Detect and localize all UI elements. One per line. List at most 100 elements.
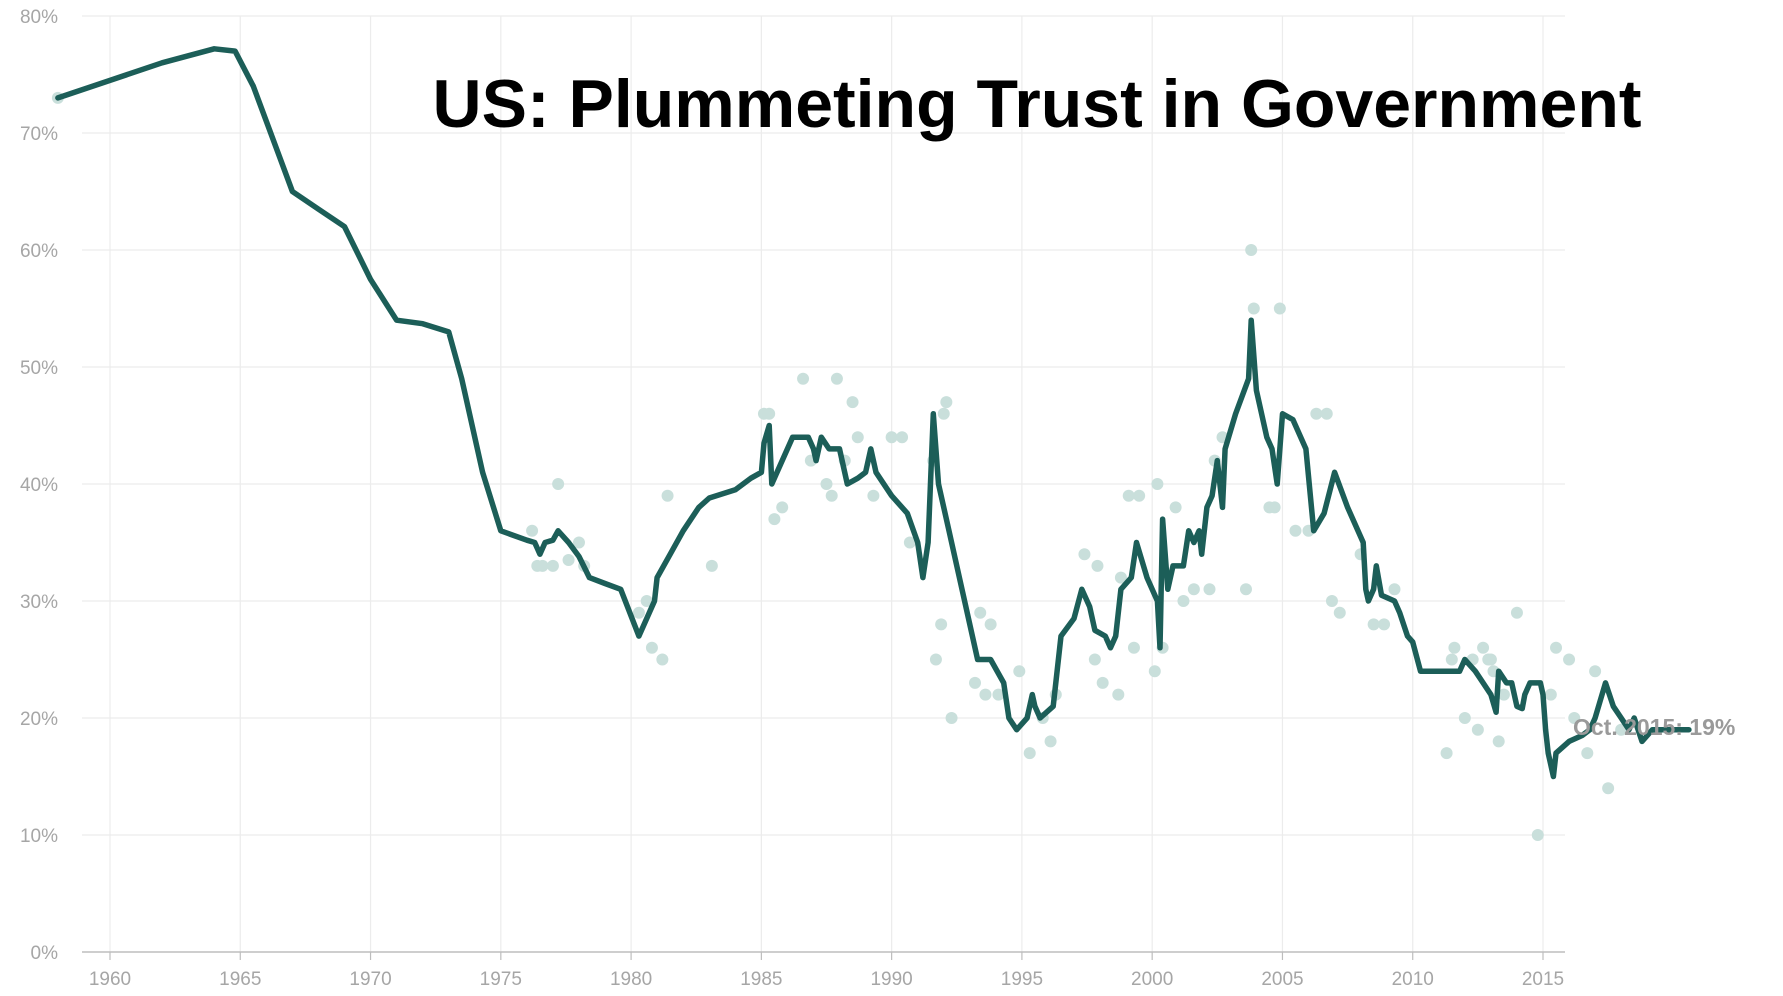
poll-point [640,595,653,607]
poll-point [1484,653,1497,666]
poll-point [1273,302,1286,315]
poll-point [1544,688,1557,701]
x-tick-label: 2005 [1261,969,1303,990]
poll-point [992,688,1005,701]
poll-point [1268,501,1281,514]
poll-point [1550,641,1563,654]
poll-point [1112,688,1125,701]
axis-layer: 0% 10% 20% 30% 40% 50% 60% 70% 80% 1960 1965 1970 19… [20,7,1565,990]
poll-point [885,431,898,444]
poll-point [797,372,810,385]
y-tick-label: 80% [20,7,58,28]
poll-point [1568,712,1581,724]
poll-point [1388,583,1401,596]
x-tick-label: 2015 [1522,969,1564,990]
chart-title: US: Plummeting Trust in Government [432,66,1641,142]
poll-point [1325,595,1338,607]
poll-point [1289,524,1302,537]
poll-point [1023,747,1036,760]
poll-point [632,606,645,619]
poll-points-layer [51,91,1628,841]
trend-line [55,46,1692,780]
poll-point [896,431,909,444]
poll-point [1247,302,1260,315]
y-tick-label: 20% [20,709,58,730]
poll-point [1602,782,1615,795]
poll-point [1187,583,1200,596]
poll-point [705,559,718,572]
poll-point [974,606,987,619]
poll-point [1044,735,1057,748]
poll-point [945,712,958,724]
poll-point [1581,747,1594,760]
poll-point [1127,641,1140,654]
end-annotation: Oct. 2015: 19% [1573,714,1735,740]
grid-layer [82,15,1565,952]
poll-point [536,559,549,572]
poll-point [825,489,838,502]
poll-point [1445,653,1458,666]
poll-point [867,489,880,502]
poll-point [1367,618,1380,631]
x-tick-label: 2000 [1131,969,1173,990]
poll-point [1169,501,1182,514]
y-tick-label: 70% [20,124,58,145]
x-tick-label: 2010 [1392,969,1434,990]
poll-point [1378,618,1391,631]
poll-point [935,618,948,631]
poll-point [1151,478,1164,490]
poll-point [969,676,982,689]
poll-point [1497,688,1510,701]
poll-point [562,554,575,567]
poll-point [1477,641,1490,654]
y-tick-label: 30% [20,592,58,613]
poll-point [776,501,789,514]
poll-point [937,407,950,420]
poll-point [1177,595,1190,607]
poll-point [1310,407,1323,420]
poll-point [979,688,992,701]
poll-point [1531,829,1544,841]
poll-point [1440,747,1453,760]
poll-point [1589,665,1602,678]
poll-point [940,396,953,409]
x-tick-label: 1985 [740,969,782,990]
y-tick-label: 60% [20,241,58,262]
poll-point [1563,653,1576,666]
y-tick-label: 0% [31,943,59,964]
poll-point [1510,606,1523,619]
x-tick-label: 1960 [89,969,131,990]
poll-point [1203,583,1216,596]
poll-point [1091,559,1104,572]
poll-point [1078,548,1091,561]
x-tick-label: 1980 [610,969,652,990]
poll-point [1088,653,1101,666]
poll-point [1114,571,1127,584]
y-tick-label: 50% [20,358,58,379]
trend-line-layer [55,46,1692,780]
x-tick-label: 1995 [1001,969,1043,990]
poll-point [1320,407,1333,420]
y-tick-label: 10% [20,826,58,847]
poll-point [1471,723,1484,736]
poll-point [846,396,859,409]
x-tick-label: 1975 [480,969,522,990]
poll-point [1333,606,1346,619]
poll-point [1013,665,1026,678]
poll-point [903,536,916,549]
poll-point [645,641,658,654]
poll-point [851,431,864,444]
poll-point [1448,641,1461,654]
poll-point [763,407,776,420]
x-tick-label: 1965 [219,969,261,990]
poll-point [572,536,585,549]
poll-point [1245,244,1258,256]
poll-point [526,524,539,537]
poll-point [1492,735,1505,748]
poll-point [929,653,942,666]
y-tick-label: 40% [20,475,58,496]
x-tick-label: 1970 [349,969,391,990]
poll-point [1458,712,1471,724]
